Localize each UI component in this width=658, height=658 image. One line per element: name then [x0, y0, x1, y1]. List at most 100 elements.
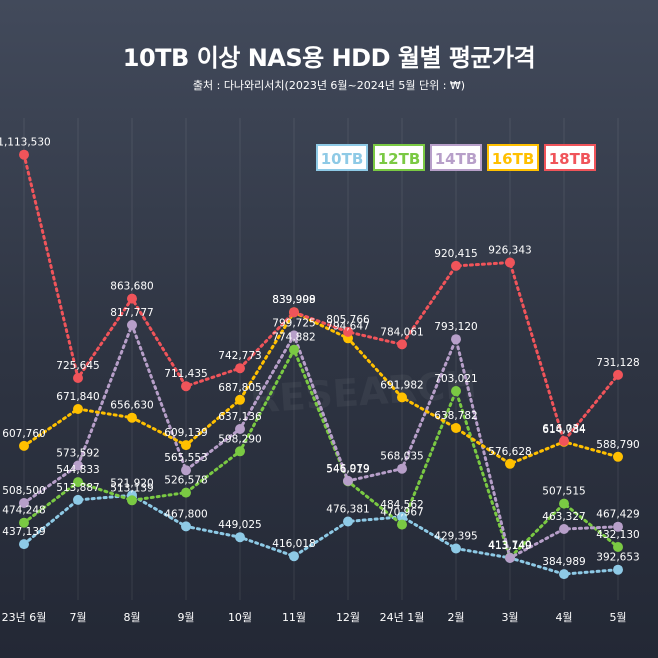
data-label: 687,805 [218, 382, 261, 394]
data-label: 638,782 [434, 410, 477, 422]
data-label: 474,248 [2, 505, 45, 517]
x-tick-label: 2월 [447, 611, 464, 624]
data-point-14tb [343, 475, 353, 486]
data-point-12tb [613, 542, 623, 552]
data-label: 805,766 [326, 314, 370, 326]
data-label: 526,578 [164, 475, 207, 487]
data-point-10tb [235, 532, 245, 543]
data-point-18tb [559, 436, 569, 447]
data-point-16tb [235, 394, 245, 405]
series-line-16tb [22, 310, 620, 466]
data-point-14tb [127, 320, 137, 330]
data-point-14tb [19, 498, 29, 508]
data-point-12tb [451, 386, 461, 396]
legend-item-18tb: 18TB [544, 144, 596, 171]
data-label: 725,645 [56, 360, 99, 372]
chart-title: 10TB 이상 NAS용 HDD 월별 평균가격 [122, 44, 536, 72]
data-point-12tb [235, 446, 245, 457]
data-point-14tb [559, 524, 569, 534]
data-point-10tb [397, 511, 407, 522]
data-label: 544,833 [56, 464, 99, 476]
data-point-10tb [451, 543, 461, 554]
data-point-12tb [559, 498, 569, 509]
data-label: 817,777 [110, 307, 153, 319]
data-label: 793,120 [434, 321, 477, 333]
data-label: 926,343 [488, 245, 531, 257]
data-label: 467,429 [596, 509, 639, 521]
data-point-12tb [127, 495, 137, 506]
data-point-10tb [613, 564, 623, 575]
data-label: 703,021 [434, 373, 477, 385]
data-point-12tb [73, 477, 83, 488]
data-point-16tb [73, 404, 83, 414]
data-label: 392,653 [596, 552, 639, 564]
data-label: 413,149 [488, 540, 531, 552]
data-point-16tb [127, 412, 137, 423]
series-line-10tb [22, 493, 620, 576]
data-point-16tb [181, 440, 191, 451]
data-point-18tb [397, 339, 407, 350]
data-point-14tb [397, 463, 407, 474]
data-label: 839,999 [272, 294, 315, 306]
data-label: 863,680 [110, 281, 153, 293]
data-label: 794,647 [326, 320, 369, 332]
data-point-18tb [127, 293, 137, 304]
data-label: 513,139 [110, 482, 153, 494]
data-label: 774,882 [272, 332, 315, 344]
data-label: 616,034 [542, 423, 586, 435]
x-tick-label: 24년 1월 [380, 611, 425, 624]
legend-item-14tb: 14TB [430, 144, 482, 171]
data-label: 507,515 [542, 486, 585, 498]
data-point-18tb [613, 369, 623, 380]
data-label: 742,773 [218, 350, 261, 362]
data-label: 463,327 [542, 511, 585, 523]
data-point-14tb [505, 552, 515, 563]
data-label: 573,592 [56, 448, 99, 460]
data-point-12tb [289, 344, 299, 355]
data-label: 637,136 [218, 411, 262, 423]
x-tick-label: 4월 [555, 611, 572, 624]
data-label: 546,979 [326, 463, 369, 475]
data-point-16tb [19, 440, 29, 451]
x-tick-label: 7월 [69, 611, 86, 624]
data-label: 432,130 [596, 529, 639, 541]
data-label: 598,290 [218, 433, 261, 445]
x-tick-label: 11월 [282, 611, 306, 624]
data-point-18tb [343, 326, 353, 337]
data-label: 413,149 [488, 540, 531, 552]
data-point-18tb [505, 257, 515, 268]
data-label: 413,740 [488, 540, 531, 552]
legend-item-10tb: 10TB [316, 144, 368, 171]
data-label: 691,982 [380, 379, 423, 391]
data-point-10tb [289, 551, 299, 562]
legend-item-16tb: 16TB [487, 144, 539, 171]
data-point-12tb [397, 519, 407, 530]
data-point-16tb [397, 392, 407, 403]
data-point-16tb [613, 451, 623, 462]
data-label: 609,139 [164, 427, 207, 439]
data-label: 1,113,530 [0, 137, 51, 149]
data-label: 588,790 [596, 439, 639, 451]
data-label: 476,381 [326, 504, 369, 516]
legend-item-12tb: 12TB [373, 144, 425, 171]
data-label: 484,562 [380, 499, 423, 511]
data-point-14tb [289, 330, 299, 341]
data-label: 565,553 [164, 452, 207, 464]
series-line-14tb [22, 320, 620, 561]
data-point-14tb [451, 334, 461, 345]
data-point-18tb [73, 373, 83, 383]
data-point-16tb [451, 423, 461, 433]
x-tick-label: 23년 6월 [2, 611, 47, 624]
data-point-10tb [343, 516, 353, 527]
data-point-16tb [505, 458, 515, 469]
series-line-18tb [22, 153, 620, 445]
series-line-12tb [22, 346, 620, 561]
data-point-12tb [19, 517, 29, 528]
data-label: 449,025 [218, 519, 261, 531]
data-label: 437,139 [2, 526, 45, 538]
data-label: 671,840 [56, 391, 99, 403]
data-point-14tb [235, 424, 245, 434]
data-label: 429,395 [434, 531, 477, 543]
data-label: 467,800 [164, 508, 207, 520]
